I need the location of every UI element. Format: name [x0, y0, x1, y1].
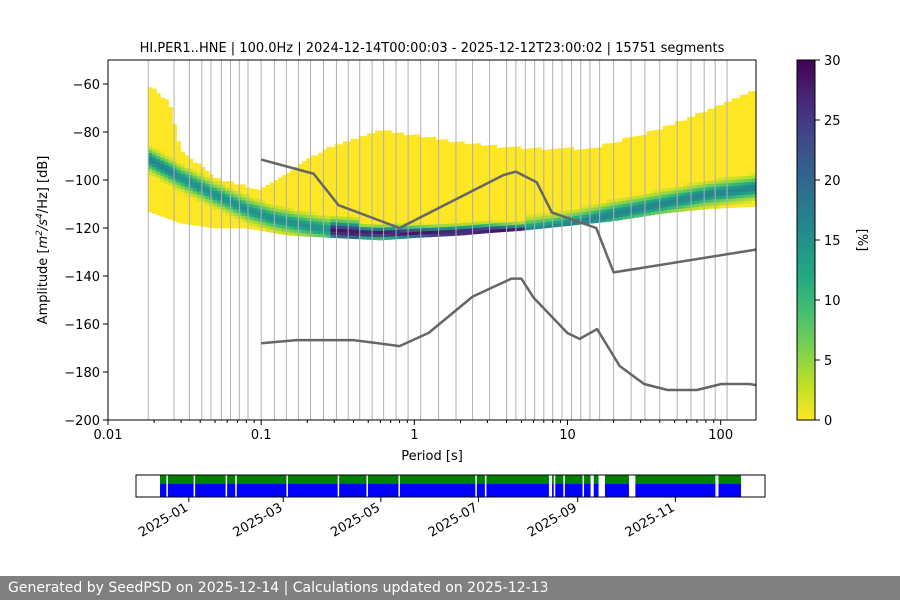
coverage-gap: [475, 475, 477, 497]
coverage-frame: [135, 474, 766, 498]
coverage-gap: [225, 475, 228, 497]
coverage-gap: [563, 475, 565, 497]
x-tick-label: 0.1: [251, 428, 272, 443]
coverage-available-segment: [160, 484, 591, 497]
nhnm-line: [260, 158, 756, 274]
coverage-gap: [553, 475, 556, 497]
coverage-tick-label: 2025-05: [328, 500, 383, 540]
coverage-timeline: 2025-01 2025-03 2025-05 2025-07 2025-09 2025-…: [135, 474, 766, 541]
coverage-gap: [398, 475, 400, 497]
coverage-gap: [193, 475, 196, 497]
coverage-gap: [582, 475, 585, 497]
coverage-gap: [715, 475, 717, 497]
y-tick-label: −200: [64, 414, 100, 429]
period-gridlines: [147, 60, 728, 420]
coverage-used-segment: [635, 475, 741, 484]
coverage-used-segment: [593, 475, 599, 484]
chart-title: HI.PER1..HNE | 100.0Hz | 2024-12-14T00:0…: [140, 41, 725, 56]
coverage-gap: [235, 475, 237, 497]
y-tick-label: −100: [64, 174, 100, 189]
coverage-date-ticks: 2025-01 2025-03 2025-05 2025-07 2025-09 2025-…: [136, 497, 677, 541]
coverage-used-segment: [160, 475, 591, 484]
y-tick-label: −120: [64, 222, 100, 237]
coverage-gap: [548, 475, 551, 497]
coverage-used-segment: [604, 475, 629, 484]
coverage-available-segment: [604, 484, 629, 497]
x-tick-label: 100: [708, 428, 733, 443]
coverage-tick-label: 2025-11: [623, 500, 678, 540]
coverage-tick-label: 2025-07: [426, 500, 481, 540]
y-tick-label: −140: [64, 270, 100, 285]
y-axis: −60 −80 −100 −120 −140 −160 −180 −200: [64, 78, 108, 429]
coverage-tick-label: 2025-09: [525, 500, 580, 540]
x-axis-label: Period [s]: [401, 449, 463, 464]
colorbar-tick-label: 15: [824, 234, 841, 249]
nlnm-line: [261, 277, 756, 392]
colorbar-label: [%]: [854, 229, 869, 252]
psd-figure: HI.PER1..HNE | 100.0Hz | 2024-12-14T00:0…: [35, 41, 869, 541]
colorbar-tick-label: 0: [824, 414, 832, 429]
plot-frame: [107, 59, 757, 421]
colorbar-tick-label: 10: [824, 294, 841, 309]
x-tick-label: 10: [559, 428, 576, 443]
footer-banner: Generated by SeedPSD on 2025-12-14 | Cal…: [0, 576, 900, 600]
coverage-gap: [716, 475, 719, 497]
x-axis: 0.01 0.1 1 10 100: [94, 420, 733, 443]
coverage-gap: [550, 475, 553, 497]
y-axis-label: Amplitude [m2/s4/Hz] [dB]: [35, 156, 51, 325]
coverage-gap: [166, 475, 168, 497]
colorbar-gradient: [797, 60, 815, 420]
y-tick-label: −160: [64, 318, 100, 333]
coverage-gap: [286, 475, 288, 497]
y-tick-label: −180: [64, 366, 100, 381]
colorbar: 0 5 10 15 20 25 30 [%]: [796, 54, 869, 429]
coverage-gap: [484, 475, 487, 497]
y-tick-label: −80: [73, 126, 100, 141]
colorbar-tick-label: 5: [824, 354, 832, 369]
coverage-available-segment: [635, 484, 741, 497]
colorbar-tick-label: 20: [824, 174, 841, 189]
coverage-available-segment: [593, 484, 599, 497]
x-tick-label: 1: [410, 428, 418, 443]
coverage-gap: [366, 475, 368, 497]
colorbar-ticks: 0 5 10 15 20 25 30: [815, 54, 841, 429]
coverage-gap: [337, 475, 340, 497]
coverage-tick-label: 2025-03: [231, 500, 286, 540]
y-tick-label: −60: [73, 78, 100, 93]
colorbar-tick-label: 30: [824, 54, 841, 69]
noise-models: [260, 158, 756, 392]
coverage-tick-label: 2025-01: [136, 500, 191, 540]
x-tick-label: 0.01: [94, 428, 123, 443]
colorbar-tick-label: 25: [824, 114, 841, 129]
